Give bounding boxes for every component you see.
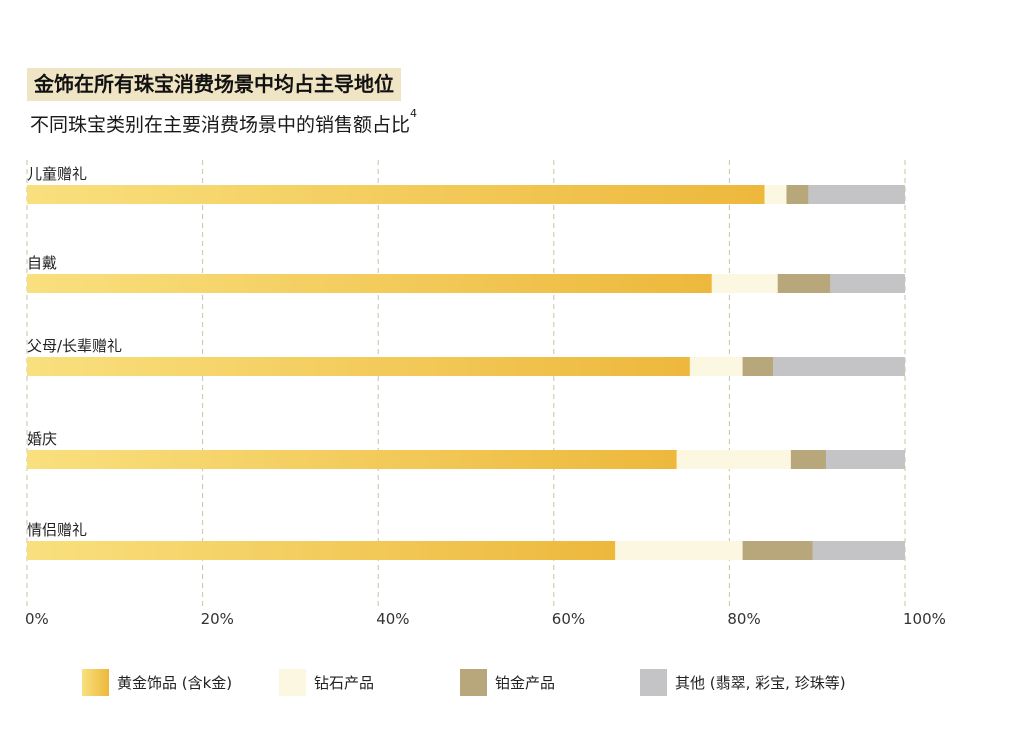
- bar-gold-1: [27, 274, 712, 293]
- bar-diamond-4: [615, 541, 743, 560]
- bar-gold-4: [27, 541, 616, 560]
- category-label: 儿童赠礼: [27, 165, 87, 183]
- x-tick-label: 20%: [201, 610, 234, 628]
- legend-label-diamond: 钻石产品: [314, 674, 375, 692]
- bar-gold-2: [27, 357, 690, 376]
- x-tick-label: 100%: [903, 610, 946, 628]
- footnote-marker: 4: [410, 107, 418, 120]
- bar-platinum-3: [790, 450, 826, 469]
- chart-subtitle: 不同珠宝类别在主要消费场景中的销售额占比4: [30, 107, 418, 137]
- legend-label-gold: 黄金饰品 (含k金): [117, 674, 233, 692]
- bars-layer: [27, 185, 905, 560]
- x-tick-label: 0%: [25, 610, 49, 628]
- x-tick-label: 40%: [376, 610, 409, 628]
- legend-item-diamond: 钻石产品: [279, 669, 374, 696]
- legend-label-platinum: 铂金产品: [495, 674, 556, 692]
- bar-platinum-4: [742, 541, 813, 560]
- legend-swatch-diamond: [279, 669, 306, 696]
- bar-other-1: [830, 274, 905, 293]
- bar-diamond-2: [689, 357, 743, 376]
- grid-layer: [26, 160, 906, 606]
- chart-title: 金饰在所有珠宝消费场景中均占主导地位: [27, 68, 401, 101]
- x-tick-label: 60%: [552, 610, 585, 628]
- legend-swatch-other: [640, 669, 667, 696]
- bar-gold-3: [27, 450, 677, 469]
- legend-swatch-platinum: [460, 669, 487, 696]
- bar-other-4: [812, 541, 905, 560]
- legend-item-other: 其他 (翡翠, 彩宝, 珍珠等): [640, 669, 846, 696]
- bar-other-0: [808, 185, 905, 204]
- bar-diamond-3: [676, 450, 791, 469]
- category-label: 婚庆: [27, 430, 57, 448]
- category-label: 父母/长辈赠礼: [27, 337, 122, 355]
- bar-platinum-2: [742, 357, 774, 376]
- legend-swatch-gold: [82, 669, 109, 696]
- bar-gold-0: [27, 185, 765, 204]
- category-label: 自戴: [27, 254, 57, 272]
- subtitle-text: 不同珠宝类别在主要消费场景中的销售额占比: [30, 114, 411, 136]
- bar-platinum-1: [777, 274, 831, 293]
- legend-item-gold: 黄金饰品 (含k金): [82, 669, 232, 696]
- category-label: 情侣赠礼: [27, 521, 87, 539]
- legend-item-platinum: 铂金产品: [460, 669, 555, 696]
- x-tick-label: 80%: [727, 610, 760, 628]
- bar-platinum-0: [786, 185, 809, 204]
- bar-diamond-1: [711, 274, 778, 293]
- bar-diamond-0: [764, 185, 787, 204]
- legend-label-other: 其他 (翡翠, 彩宝, 珍珠等): [675, 674, 846, 692]
- bar-other-3: [825, 450, 905, 469]
- bar-other-2: [773, 357, 905, 376]
